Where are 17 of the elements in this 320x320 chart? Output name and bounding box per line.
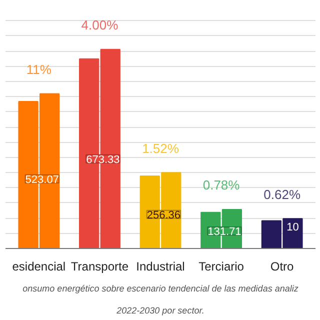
x-tick-label: Transporte bbox=[70, 260, 129, 274]
x-tick-label: Otro bbox=[270, 260, 294, 274]
annotation: 10 bbox=[286, 222, 299, 234]
text: 4.00% bbox=[81, 18, 119, 33]
data-label: 523.07 bbox=[25, 174, 59, 186]
annotation: 1.52% bbox=[142, 140, 180, 156]
annotation: 0.62% bbox=[264, 186, 301, 202]
data-label: 673.33 bbox=[86, 154, 120, 166]
x-tick-label: Terciario bbox=[198, 260, 244, 274]
data-label: 131.71 bbox=[208, 226, 242, 238]
x-tick-label: Industrial bbox=[136, 260, 185, 274]
text: 2022-2030 por sector. bbox=[116, 306, 204, 316]
x-tick-label: esidencial bbox=[12, 260, 66, 274]
annotation: 11% bbox=[26, 62, 52, 77]
text: onsumo energético sobre escenario tendencial de las medidas analiz bbox=[22, 284, 299, 294]
annotation: 0.78% bbox=[202, 178, 240, 193]
data-label: 256.36 bbox=[146, 209, 181, 222]
